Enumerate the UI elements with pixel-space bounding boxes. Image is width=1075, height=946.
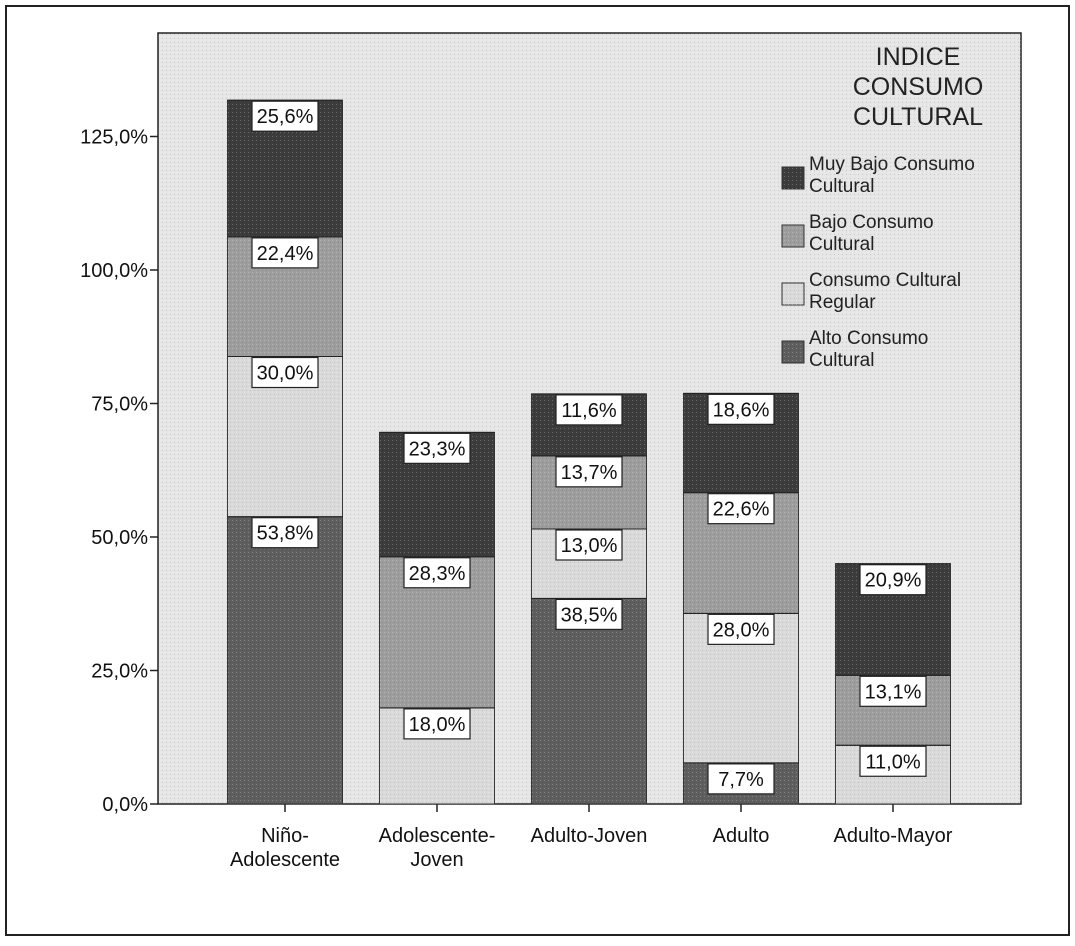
- bar-segment-texture: [227, 516, 343, 805]
- data-labels-layer: 53,8% 30,0% 22,4% 25,6% 18,0% 28,3% 23,3% 38,5%…: [251, 100, 927, 795]
- data-label: 22,6%: [713, 499, 770, 521]
- data-label: 30,0%: [257, 363, 314, 385]
- data-label-box: [403, 708, 471, 740]
- y-axis: 0,0% 25,0% 50,0% 75,0% 100,0% 125,0%: [80, 127, 158, 816]
- data-label-box: [859, 745, 927, 777]
- data-label: 13,7%: [561, 462, 618, 484]
- data-label-box: [555, 456, 623, 488]
- legend-label: Cultural: [809, 234, 874, 255]
- x-axis: Niño-Adolescente Adolescente-Joven Adulto-…: [230, 804, 953, 871]
- data-label: 23,3%: [409, 438, 466, 460]
- legend-title: INDICE: [876, 43, 961, 71]
- data-label: 28,3%: [409, 563, 466, 585]
- data-label: 22,4%: [257, 243, 314, 265]
- data-label-box: [555, 394, 623, 426]
- data-label: 28,0%: [713, 619, 770, 641]
- legend-label: Bajo Consumo: [809, 212, 934, 233]
- x-tick-label: Adolescente-: [379, 825, 496, 847]
- y-tick-label: 125,0%: [80, 127, 148, 149]
- legend-label: Consumo Cultural: [809, 270, 961, 291]
- x-tick-label: Niño-: [261, 825, 309, 847]
- y-tick-label: 75,0%: [91, 394, 148, 416]
- data-label: 13,1%: [865, 681, 922, 703]
- data-label-box: [555, 529, 623, 561]
- data-label-box: [707, 763, 775, 795]
- x-tick-label: Adulto-Mayor: [834, 825, 953, 847]
- y-tick-label: 0,0%: [102, 794, 148, 816]
- bar-segment-texture: [531, 598, 647, 805]
- legend-label: Cultural: [809, 350, 874, 371]
- legend-swatch-texture: [782, 341, 804, 363]
- x-tick-label: Adulto: [713, 825, 770, 847]
- data-label-box: [251, 517, 319, 549]
- data-label: 38,5%: [561, 604, 618, 626]
- data-label-box: [403, 432, 471, 464]
- data-label-box: [859, 675, 927, 707]
- data-label: 11,6%: [561, 400, 616, 422]
- data-label: 7,7%: [718, 769, 764, 791]
- data-label-box: [707, 493, 775, 525]
- legend-swatch-texture: [782, 225, 804, 247]
- x-tick-label: Joven: [410, 849, 463, 871]
- legend-title: CULTURAL: [853, 103, 983, 131]
- legend-label: Muy Bajo Consumo: [809, 154, 975, 175]
- data-label-box: [859, 564, 927, 596]
- data-label-box: [251, 100, 319, 132]
- data-label-box: [251, 237, 319, 269]
- data-label: 13,0%: [561, 535, 618, 557]
- data-label-box: [555, 598, 623, 631]
- data-label-box: [707, 393, 775, 425]
- y-tick-label: 50,0%: [91, 527, 148, 549]
- legend-label: Alto Consumo: [809, 328, 928, 349]
- y-tick-label: 100,0%: [80, 260, 148, 282]
- data-label-box: [403, 557, 471, 589]
- data-label: 20,9%: [865, 570, 922, 592]
- data-label: 18,0%: [409, 714, 466, 736]
- legend-label: Cultural: [809, 176, 874, 197]
- legend-title: CONSUMO: [853, 73, 984, 101]
- legend-swatch-texture: [782, 167, 804, 189]
- data-label-box: [707, 613, 775, 645]
- y-tick-label: 25,0%: [91, 661, 148, 683]
- data-label: 25,6%: [257, 106, 314, 128]
- x-tick-label: Adulto-Joven: [531, 825, 648, 847]
- legend-swatch-texture: [782, 283, 804, 305]
- data-label: 53,8%: [257, 523, 314, 545]
- data-label: 11,0%: [865, 751, 920, 773]
- data-label-box: [251, 356, 319, 389]
- x-tick-label: Adolescente: [230, 849, 340, 871]
- data-label: 18,6%: [713, 399, 770, 421]
- legend-label: Regular: [809, 292, 876, 313]
